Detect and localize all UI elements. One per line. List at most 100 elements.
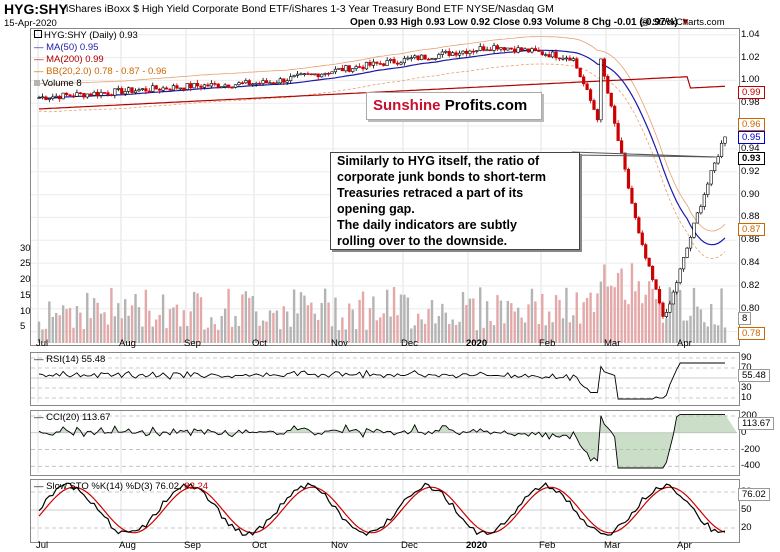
volume-bar <box>437 315 441 343</box>
candle-body <box>40 96 45 99</box>
volume-bar <box>710 303 713 343</box>
price-tag: 0.96 <box>738 117 765 131</box>
sto-tick: 50 <box>741 504 752 515</box>
volume-bar <box>382 313 385 343</box>
volume-bar <box>282 306 285 343</box>
cci-tick: 200 <box>741 410 757 422</box>
candle-body <box>268 82 272 84</box>
volume-bar <box>361 291 365 343</box>
volume-bar <box>547 311 551 343</box>
candle-body <box>626 168 631 189</box>
volume-bar <box>189 311 192 343</box>
volume-tick: 15 <box>20 289 31 301</box>
candle-body <box>564 57 569 60</box>
candle-body <box>695 212 700 224</box>
month-label: Sep <box>184 338 201 349</box>
volume-bar <box>682 320 685 343</box>
volume-bar <box>527 304 530 343</box>
volume-bar <box>723 327 727 343</box>
annotation-line: Similarly to HYG itself, the ratio of <box>337 154 540 168</box>
volume-bar <box>551 322 554 343</box>
volume-bar <box>561 318 565 343</box>
candle-body <box>220 86 224 88</box>
candle-body <box>668 303 672 313</box>
candle-body <box>71 95 76 98</box>
candle-body <box>616 123 620 141</box>
volume-bar <box>396 315 399 343</box>
volume-bar <box>413 325 416 343</box>
volume-bar <box>144 289 148 343</box>
month-label: Feb <box>539 338 556 349</box>
candle-body <box>420 54 424 60</box>
rsi-tick: 70 <box>741 362 752 373</box>
copyright: @ StockCharts.com <box>640 17 725 28</box>
candle-body <box>106 92 110 95</box>
volume-bar <box>585 297 589 343</box>
candle-body <box>444 51 448 53</box>
volume-bar <box>258 325 261 343</box>
candle-body <box>423 54 427 60</box>
candle-body <box>723 136 727 144</box>
volume-bar <box>172 307 175 343</box>
volume-bar <box>420 319 423 343</box>
candle-body <box>609 92 613 107</box>
candle-body <box>178 87 182 90</box>
volume-bar <box>565 287 568 343</box>
candle-body <box>306 73 310 75</box>
candle-body <box>264 80 269 84</box>
rsi-tag: 55.48 <box>738 369 770 383</box>
candle-body <box>161 87 165 91</box>
candle-body <box>640 232 644 245</box>
annotation-line: opening gap. <box>337 202 415 216</box>
candle-body <box>709 170 713 185</box>
annotation-line: rolling over to the downside. <box>337 234 508 248</box>
volume-bar <box>292 289 296 343</box>
volume-bar <box>351 309 354 343</box>
volume-bar <box>534 301 537 343</box>
volume-bar <box>148 310 151 343</box>
annotation-line: Treasuries retraced a part of its <box>337 186 524 200</box>
candle-body <box>395 62 400 65</box>
candle-body <box>595 109 600 121</box>
volume-bar <box>372 296 375 343</box>
candle-body <box>92 91 96 96</box>
volume-bar <box>616 272 620 343</box>
candle-body <box>278 78 282 84</box>
volume-bar <box>668 287 672 343</box>
volume-bar <box>603 264 606 343</box>
chart-date: 15-Apr-2020 <box>4 18 57 29</box>
month-label: Dec <box>401 338 418 349</box>
cci-fill <box>39 414 737 468</box>
volume-bar <box>217 329 220 343</box>
candle-body <box>457 52 462 56</box>
volume-bar <box>520 317 523 343</box>
volume-bar <box>492 325 496 343</box>
volume-bar <box>482 327 485 343</box>
candle-body <box>99 92 103 96</box>
candle-body <box>209 83 213 87</box>
candle-body <box>244 80 248 84</box>
volume-bar <box>317 319 320 343</box>
volume-bar <box>692 287 696 343</box>
month-label: 2020 <box>466 540 488 551</box>
candle-body <box>133 90 138 93</box>
candle-body <box>402 58 407 64</box>
candle-body <box>375 61 379 64</box>
volume-bar <box>630 263 634 343</box>
volume-bar <box>706 326 709 343</box>
candle-body <box>623 152 627 170</box>
candle-body <box>537 50 541 52</box>
candle-body <box>275 82 279 85</box>
month-label: Oct <box>252 540 267 551</box>
candle-body <box>657 289 662 304</box>
volume-bar <box>344 329 348 343</box>
candle-body <box>299 73 303 76</box>
volume-bar <box>392 287 396 343</box>
volume-bar <box>496 295 499 343</box>
volume-bar <box>65 309 68 343</box>
candle-body <box>719 142 724 157</box>
volume-bar <box>530 288 534 343</box>
candle-body <box>575 58 579 69</box>
volume-bar <box>472 298 475 343</box>
